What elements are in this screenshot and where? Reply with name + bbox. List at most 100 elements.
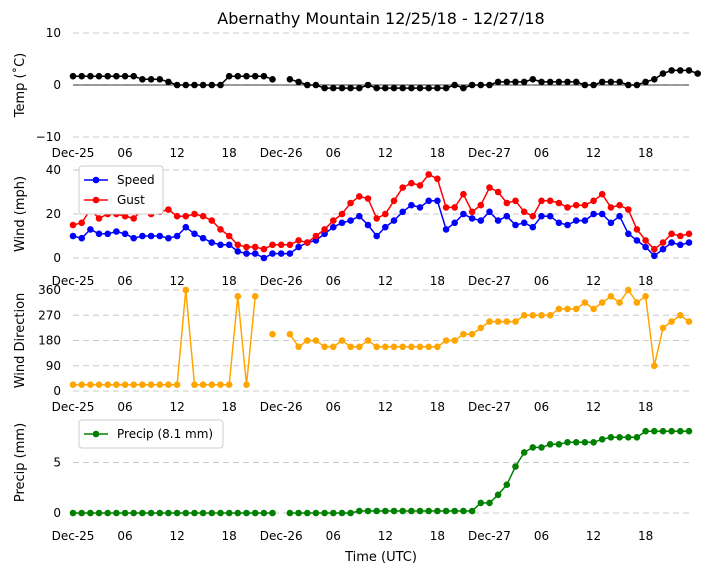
precip-xtick-label: 06 [534,529,549,543]
precip-precip-point [364,507,372,515]
wind-speed-point [269,250,276,257]
temp-temp-point [199,81,207,89]
temp-temp-point [295,78,302,86]
direction-direction-point [139,381,146,389]
wind-speed-point [277,250,285,257]
wind-speed-point [468,215,476,222]
wind-speed-point [156,232,164,240]
wind-xtick-label: Dec-26 [260,274,303,288]
wind-gust-point [425,171,433,178]
wind-legend: Speed Gust [78,165,164,215]
direction-direction-point [460,330,467,338]
precip-precip-point [581,439,589,446]
direction-direction-point [529,312,537,319]
precip-precip-point [451,507,459,515]
precip-precip-point [555,441,563,448]
wind-gust-point [243,243,250,251]
temp-temp-point [494,78,502,86]
temp-xtick-label: 12 [378,146,393,160]
precip-precip-point [677,427,684,435]
direction-ytick-label: 180 [38,334,61,348]
direction-direction-point [104,381,111,389]
wind-speed-point [69,232,77,240]
direction-direction-point [69,381,77,389]
wind-speed-point [173,232,181,240]
wind-gust-point [347,199,354,207]
direction-direction-point [78,381,85,389]
temp-temp-point [659,70,667,77]
wind-ytick-label: 40 [46,163,61,177]
wind-panel: 0 20 40 Wind (mph) Dec-25 06 12 18 Dec-26 06 12 18 D… [13,163,693,288]
direction-direction-point [251,293,259,300]
direction-direction-point [564,305,571,313]
chart-title: Abernathy Mountain 12/25/18 - 12/27/18 [217,9,544,28]
wind-legend-marker [92,196,100,204]
temp-temp-point [598,78,606,86]
precip-precip-point [598,436,606,443]
precip-precip-point [651,427,658,435]
temp-temp-point [581,81,589,89]
wind-speed-point [390,217,398,224]
wind-gust-point [668,230,675,238]
wind-gust-point [251,243,259,251]
precip-legend-frame [78,419,224,449]
direction-direction-point [95,381,103,389]
precip-precip-point [590,439,597,446]
wind-speed-point [685,239,693,246]
temp-temp-point [425,84,433,92]
direction-direction-point [546,312,554,319]
wind-legend-frame [78,165,164,215]
precip-panel: 0 5 Precip (mm) Dec-25 06 12 18 Dec-26 06 12 18 Dec… [13,419,693,543]
direction-direction-point [217,381,224,389]
direction-direction-point [677,312,684,319]
precip-xtick-label: 18 [430,529,445,543]
temp-temp-point [468,81,476,89]
wind-gust-point [651,245,658,253]
wind-speed-point [121,230,129,238]
wind-gust-point [364,195,372,202]
direction-direction-point [668,318,675,325]
direction-xtick-label: 18 [222,400,237,414]
temp-temp-point [208,81,216,89]
temp-xtick-label: 12 [169,146,184,160]
direction-direction-point [173,381,181,389]
wind-speed-point [642,243,649,251]
temp-xtick-label: 12 [586,146,601,160]
temp-temp-point [373,84,381,92]
direction-direction-point [373,343,381,351]
wind-gust-point [382,210,389,218]
precip-precip-point [356,507,363,515]
wind-speed-point [234,248,242,255]
temp-temp-point [546,78,554,86]
wind-speed-point [442,226,450,233]
wind-speed-point [633,237,641,244]
wind-gust-point [199,212,207,220]
direction-direction-point [642,293,649,300]
precip-precip-point [546,441,554,448]
precip-precip-point [78,509,85,517]
wind-xtick-label: 18 [638,274,653,288]
temp-panel: −10 0 10 Temp (˚C) Dec-25 06 12 18 Dec-26 06 12 18 D… [12,26,701,160]
precip-precip-point [468,507,476,515]
temp-temp-point [113,72,120,80]
temp-temp-point [633,81,641,89]
wind-speed-point [147,232,155,240]
direction-direction-point [147,381,155,389]
direction-direction-point [330,343,337,351]
direction-direction-point [399,343,407,351]
direction-direction-point [659,324,667,332]
temp-temp-point [538,78,545,86]
wind-gust-point [304,239,311,246]
chart-panels: −10 0 10 Temp (˚C) Dec-25 06 12 18 Dec-26 06 12 18 D… [12,26,701,543]
direction-direction-point [555,305,563,313]
precip-precip-point [399,507,407,515]
wind-xtick-label: 18 [222,274,237,288]
wind-speed-point [572,217,580,224]
precip-precip-point [165,509,172,517]
direction-xtick-label: 06 [326,400,341,414]
precip-xtick-label: 06 [326,529,341,543]
precip-precip-point [330,509,337,517]
precip-precip-point [442,507,450,515]
wind-speed-point [347,217,354,224]
direction-direction-point [191,381,198,389]
